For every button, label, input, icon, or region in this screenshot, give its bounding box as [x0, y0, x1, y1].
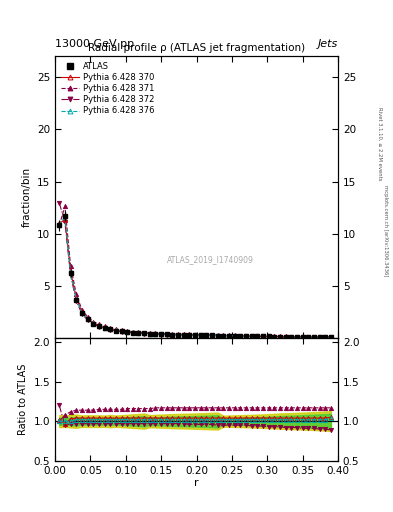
Text: mcplots.cern.ch [arXiv:1306.3436]: mcplots.cern.ch [arXiv:1306.3436] — [384, 185, 388, 276]
Y-axis label: fraction/bin: fraction/bin — [21, 167, 31, 227]
Text: ATLAS_2019_I1740909: ATLAS_2019_I1740909 — [167, 255, 254, 264]
Y-axis label: Ratio to ATLAS: Ratio to ATLAS — [18, 364, 28, 435]
Text: Jets: Jets — [318, 38, 338, 49]
Title: Radial profile ρ (ATLAS jet fragmentation): Radial profile ρ (ATLAS jet fragmentatio… — [88, 43, 305, 53]
Legend: ATLAS, Pythia 6.428 370, Pythia 6.428 371, Pythia 6.428 372, Pythia 6.428 376: ATLAS, Pythia 6.428 370, Pythia 6.428 37… — [59, 60, 156, 117]
X-axis label: r: r — [194, 478, 199, 488]
Text: Rivet 3.1.10, ≥ 2.2M events: Rivet 3.1.10, ≥ 2.2M events — [377, 106, 382, 180]
Text: 13000 GeV pp: 13000 GeV pp — [55, 38, 134, 49]
